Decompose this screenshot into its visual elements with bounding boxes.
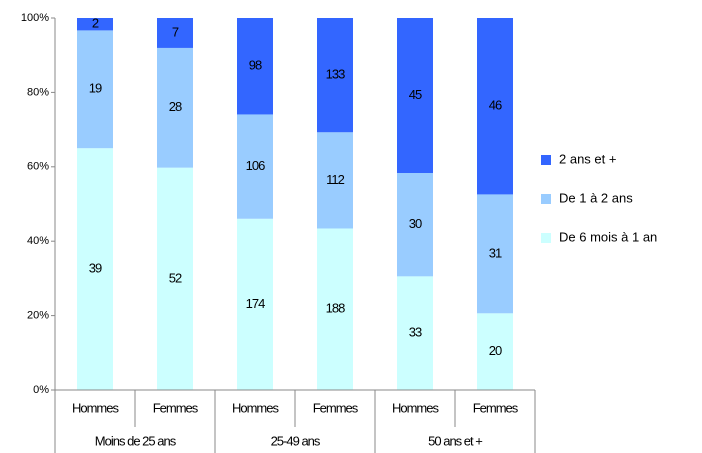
bar-segment [317, 18, 353, 133]
value-label: 98 [249, 58, 262, 73]
x-tick-label: Hommes [72, 400, 120, 415]
bar-segment [77, 30, 113, 149]
legend-swatch [541, 155, 551, 165]
value-label: 112 [326, 172, 344, 187]
legend-swatch [541, 194, 551, 204]
group-label: 50 ans et + [428, 433, 482, 448]
bar-segment [157, 47, 193, 168]
value-label: 52 [169, 270, 182, 285]
y-tick-label: 40% [27, 235, 49, 247]
value-label: 174 [246, 296, 265, 311]
value-label: 188 [326, 301, 345, 316]
y-tick-label: 100% [21, 12, 49, 24]
bar-segment [77, 148, 113, 390]
value-label: 28 [169, 99, 182, 114]
value-label: 19 [89, 81, 102, 96]
value-label: 106 [246, 158, 265, 173]
bar-segment [237, 218, 273, 390]
x-tick-label: Femmes [473, 400, 519, 415]
bar-segment [397, 18, 433, 173]
value-label: 45 [409, 87, 422, 102]
y-tick-label: 20% [27, 310, 49, 322]
bar-segment [157, 18, 193, 48]
value-label: 39 [89, 261, 102, 276]
x-tick-label: Hommes [232, 400, 280, 415]
bar-segment [77, 18, 113, 31]
y-tick-label: 60% [27, 161, 49, 173]
bar-segment [397, 173, 433, 277]
group-label: Moins de 25 ans [95, 433, 177, 448]
legend-swatch [541, 233, 551, 243]
group-label: 25-49 ans [271, 433, 321, 448]
bar-segment [317, 228, 353, 390]
value-label: 31 [489, 245, 502, 260]
legend-label: De 1 à 2 ans [559, 190, 633, 205]
bar-segment [317, 132, 353, 229]
y-tick-label: 80% [27, 86, 49, 98]
bar-segment [477, 18, 513, 195]
value-label: 2 [92, 16, 99, 31]
x-tick-label: Femmes [313, 400, 359, 415]
legend-label: De 6 mois à 1 an [559, 229, 657, 244]
x-tick-label: Hommes [392, 400, 440, 415]
bar-segment [237, 114, 273, 219]
x-tick-label: Femmes [153, 400, 199, 415]
bar-segment [237, 18, 273, 115]
value-label: 33 [409, 325, 422, 340]
y-tick-label: 0% [33, 384, 49, 396]
value-label: 7 [172, 24, 179, 39]
value-label: 133 [326, 67, 345, 82]
value-label: 30 [409, 216, 422, 231]
value-label: 46 [489, 98, 502, 113]
legend-label: 2 ans et + [559, 151, 616, 166]
bar-segment [477, 194, 513, 314]
value-label: 20 [489, 343, 502, 358]
bar-segment [477, 313, 513, 390]
bar-segment [397, 276, 433, 390]
bar-segment [157, 167, 193, 390]
